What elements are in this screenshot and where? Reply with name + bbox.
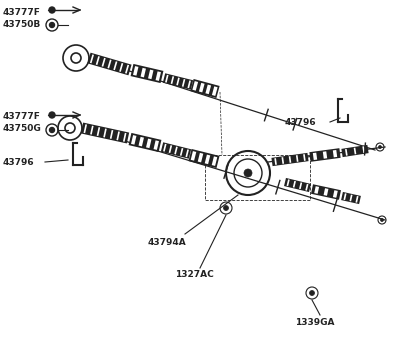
Circle shape [381,219,383,221]
Text: 43777F: 43777F [3,112,41,121]
Text: 43794A: 43794A [148,238,187,247]
Text: 43750G: 43750G [3,124,42,133]
Circle shape [244,169,252,177]
Text: 43796: 43796 [3,158,34,167]
Circle shape [49,112,55,118]
Circle shape [379,146,381,149]
Text: 43796: 43796 [285,118,317,127]
Text: 1339GA: 1339GA [295,318,335,327]
Circle shape [310,290,314,295]
Text: 1327AC: 1327AC [175,270,214,279]
Circle shape [50,128,55,133]
Text: 43777F: 43777F [3,8,41,17]
Text: 43750B: 43750B [3,20,41,29]
Circle shape [223,205,228,210]
Circle shape [49,7,55,13]
Circle shape [50,22,55,28]
